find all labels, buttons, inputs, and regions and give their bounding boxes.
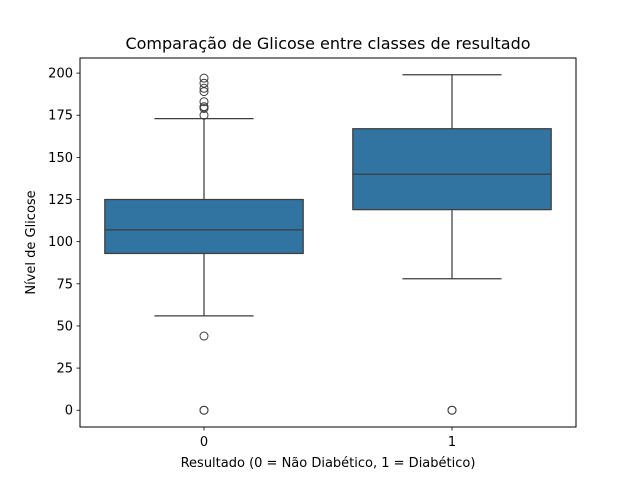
axes-frame — [79, 57, 577, 428]
outlier-point — [199, 83, 209, 93]
box-iqr — [104, 198, 304, 255]
outlier-point — [199, 102, 209, 112]
y-tick-label: 0 — [65, 404, 73, 419]
box-iqr — [352, 128, 552, 211]
y-tick-label: 100 — [48, 235, 73, 250]
x-tick-label: 0 — [200, 435, 208, 450]
y-tick-label: 175 — [48, 109, 73, 124]
box-group — [352, 74, 552, 415]
outlier-point — [199, 331, 209, 341]
y-tick-label: 50 — [56, 319, 73, 334]
y-tick-label: 75 — [56, 277, 73, 292]
y-tick-label: 150 — [48, 151, 73, 166]
outlier-point — [199, 78, 209, 88]
plot-area — [104, 73, 552, 415]
outlier-point — [199, 73, 209, 83]
x-tick-label: 1 — [448, 435, 456, 450]
outlier-point — [199, 405, 209, 415]
x-axis-label: Resultado (0 = Não Diabético, 1 = Diabét… — [181, 456, 476, 471]
y-axis-label: Nível de Glicose — [24, 190, 39, 294]
box-group — [104, 73, 304, 415]
outlier-point — [199, 97, 209, 107]
y-tick-label: 200 — [48, 67, 73, 82]
y-tick-label: 25 — [56, 362, 73, 377]
y-tick-label: 125 — [48, 193, 73, 208]
y-axis: 0 25 50 75 100 125 150 175 200 — [48, 67, 80, 419]
chart-title: Comparação de Glicose entre classes de r… — [125, 34, 530, 53]
outlier-point — [447, 405, 457, 415]
